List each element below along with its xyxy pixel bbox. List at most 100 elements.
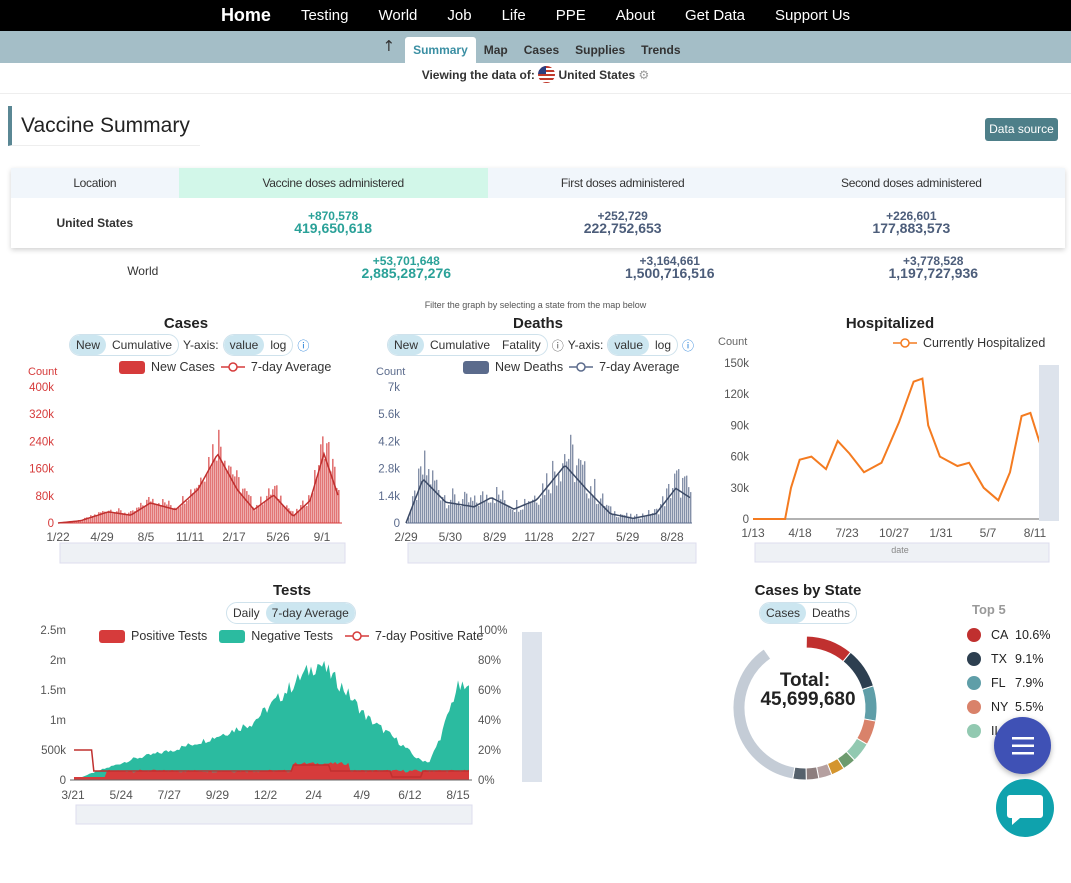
doses-total: 2,885,287,276 <box>361 265 452 281</box>
nav-about[interactable]: About <box>615 7 655 24</box>
donut-segment[interactable] <box>861 685 878 722</box>
info-icon[interactable]: ⓘ <box>297 338 310 353</box>
bar <box>470 497 472 523</box>
toggle-7day[interactable]: 7-day Average <box>265 603 355 623</box>
y-zoom-slider[interactable] <box>1039 365 1059 521</box>
bar <box>690 492 692 523</box>
row-second: +226,601 177,883,573 <box>758 198 1065 248</box>
gear-icon[interactable]: ⚙ <box>638 68 650 82</box>
bar <box>480 495 482 523</box>
toggle-log[interactable]: log <box>655 338 672 352</box>
legend-label[interactable]: Negative Tests <box>251 629 333 643</box>
table-header[interactable]: Location <box>11 168 179 198</box>
bar <box>574 482 576 523</box>
toggle-cumulative[interactable]: Cumulative <box>430 338 491 352</box>
tests-chart[interactable]: 2.5m 2m 1.5m 1m 500k 0 100% 80% 60% 40% 20% 0% 3/2… <box>20 620 545 830</box>
toggle-daily[interactable]: Daily <box>233 606 260 620</box>
bar <box>510 508 512 523</box>
viewing-location-name[interactable]: United States <box>558 68 636 82</box>
toggle-value[interactable]: value <box>608 335 650 355</box>
tab-trends[interactable]: Trends <box>641 43 681 57</box>
legend-label[interactable]: New Deaths <box>495 360 564 374</box>
toggle-new[interactable]: New <box>70 335 107 355</box>
legend-label[interactable]: New Cases <box>151 360 215 374</box>
zoom-slider[interactable] <box>59 542 346 564</box>
zoom-slider[interactable] <box>75 804 473 825</box>
top5-row[interactable]: NY 5.5% <box>967 695 1050 719</box>
bar <box>586 493 588 523</box>
bar <box>240 492 242 523</box>
legend-label[interactable]: Positive Tests <box>131 629 208 643</box>
x-tick-label: 9/1 <box>314 530 331 544</box>
y-zoom-slider[interactable] <box>522 632 542 782</box>
hospitalized-chart[interactable]: Count 150k 120k 90k 60k 30k 0 1/13 4/18 7/23 10/… <box>715 335 1065 565</box>
deaths-scale-toggle: value log <box>607 334 679 356</box>
nav-life[interactable]: Life <box>501 7 526 24</box>
tab-cases[interactable]: Cases <box>523 43 560 57</box>
row-location: United States <box>56 216 134 230</box>
deaths-chart[interactable]: Count 7k 5.6k 4.2k 2.8k 1.4k 0 2/29 5/30 8/29 11… <box>370 365 700 565</box>
bar <box>190 489 192 523</box>
menu-icon[interactable] <box>994 717 1051 774</box>
bar <box>220 446 222 523</box>
toggle-deaths[interactable]: Deaths <box>812 606 851 620</box>
state-pct: 9.1% <box>1015 652 1044 666</box>
top5-row[interactable]: CA 10.6% <box>967 623 1050 647</box>
nav-get-data[interactable]: Get Data <box>684 7 746 24</box>
top5-row[interactable]: TX 9.1% <box>967 647 1050 671</box>
y-tick-label: 0 <box>60 775 66 787</box>
table-header[interactable]: First doses administered <box>487 168 758 198</box>
bar <box>686 475 688 523</box>
info-icon[interactable]: ⓘ <box>682 338 695 353</box>
nav-ppe[interactable]: PPE <box>555 7 586 24</box>
cases-chart[interactable]: Count 400k 320k 240k 160k 80k 0 1/22 4/29 8/5 11… <box>20 365 350 565</box>
bar <box>440 500 442 523</box>
cbs-toggle: Cases Deaths <box>759 602 858 624</box>
donut-segment[interactable] <box>732 648 796 780</box>
zoom-slider[interactable] <box>407 542 697 564</box>
tab-supplies[interactable]: Supplies <box>575 43 626 57</box>
donut-segment[interactable] <box>805 766 820 781</box>
hospitalized-line <box>753 377 1046 520</box>
top5-row[interactable]: IL <box>967 719 1050 743</box>
cases-by-state-donut[interactable]: Total: 45,699,680 <box>725 628 895 798</box>
bar <box>572 444 574 523</box>
donut-segment[interactable] <box>842 651 875 691</box>
donut-segment[interactable] <box>805 635 852 663</box>
chat-icon[interactable] <box>996 779 1054 837</box>
legend-label[interactable]: 7-day Average <box>250 360 332 374</box>
zoom-slider[interactable] <box>754 542 1050 563</box>
top5-row[interactable]: FL 7.9% <box>967 671 1050 695</box>
legend-label[interactable]: 7-day Average <box>599 360 680 374</box>
nav-world[interactable]: World <box>378 7 418 24</box>
bar <box>462 499 464 523</box>
data-source-button[interactable]: Data source <box>985 118 1058 141</box>
table-header[interactable]: Vaccine doses administered <box>178 168 488 198</box>
toggle-cases[interactable]: Cases <box>760 603 807 623</box>
legend-dot <box>967 724 981 738</box>
info-icon[interactable]: ⓘ <box>551 338 564 353</box>
bar <box>308 495 310 523</box>
nav-job[interactable]: Job <box>447 7 472 24</box>
toggle-value[interactable]: value <box>223 335 265 355</box>
arrow-up-icon[interactable]: ↑ <box>382 37 396 55</box>
legend-swatch <box>219 629 246 643</box>
tab-map[interactable]: Map <box>483 43 508 57</box>
toggle-fatality[interactable]: Fatality <box>502 338 541 352</box>
x-tick-label: 8/11 <box>1024 526 1047 540</box>
bar <box>580 460 582 523</box>
x-tick-label: 1/13 <box>741 526 765 540</box>
legend-label[interactable]: Currently Hospitalized <box>923 336 1046 350</box>
nav-testing[interactable]: Testing <box>300 7 349 24</box>
bar <box>166 504 168 523</box>
toggle-new[interactable]: New <box>388 335 425 355</box>
toggle-log[interactable]: log <box>270 338 287 352</box>
tests-mode-toggle: Daily 7-day Average <box>226 602 356 624</box>
tab-summary[interactable]: Summary <box>405 37 476 63</box>
legend-label[interactable]: 7-day Positive Rate <box>374 629 484 643</box>
toggle-cumulative[interactable]: Cumulative <box>112 338 173 352</box>
nav-support-us[interactable]: Support Us <box>775 7 851 24</box>
first-total: 222,752,653 <box>583 220 662 236</box>
table-header[interactable]: Second doses administered <box>757 168 1065 198</box>
nav-home[interactable]: Home <box>220 5 271 25</box>
